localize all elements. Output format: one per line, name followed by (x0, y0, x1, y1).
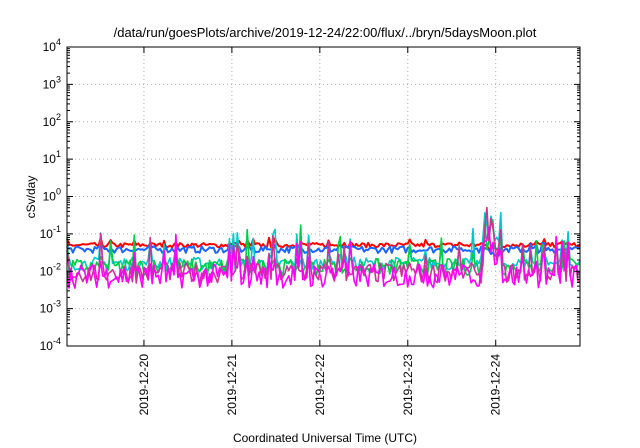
y-tick-exponent: -4 (53, 336, 61, 346)
y-tick-base: 10 (43, 190, 57, 204)
y-tick-exponent: -1 (53, 224, 61, 234)
y-tick-base: 10 (40, 264, 54, 278)
y-tick-exponent: 1 (56, 149, 61, 159)
y-tick-label: 10-1 (40, 224, 61, 241)
x-axis: 2019-12-20 2019-12-21 2019-12-22 2019-12-23… (137, 47, 503, 415)
y-tick-exponent: -3 (53, 299, 61, 309)
x-tick-label: 2019-12-20 (137, 354, 151, 416)
y-tick-base: 10 (43, 77, 57, 91)
series-line (66, 226, 581, 289)
x-tick-label: 2019-12-23 (401, 354, 415, 416)
series-group (66, 206, 581, 289)
y-tick-exponent: -2 (53, 261, 61, 271)
y-tick-exponent: 4 (56, 37, 61, 47)
grid-lines (67, 47, 580, 346)
y-tick-base: 10 (40, 227, 54, 241)
y-tick-exponent: 0 (56, 187, 61, 197)
y-axis-label: cSv/day (24, 176, 38, 219)
y-tick-label: 104 (43, 37, 61, 54)
y-tick-exponent: 3 (56, 74, 61, 84)
x-axis-label: Coordinated Universal Time (UTC) (233, 431, 417, 445)
x-tick-label: 2019-12-21 (225, 354, 239, 416)
x-tick-label: 2019-12-22 (313, 354, 327, 416)
y-tick-base: 10 (43, 152, 57, 166)
x-tick-label: 2019-12-24 (489, 354, 503, 416)
y-tick-base: 10 (40, 302, 54, 316)
y-tick-exponent: 2 (56, 112, 61, 122)
y-tick-label: 10-2 (40, 261, 61, 278)
y-tick-base: 10 (40, 339, 54, 353)
y-tick-label: 103 (43, 74, 61, 91)
y-tick-label: 101 (43, 149, 61, 166)
chart-title: /data/run/goesPlots/archive/2019-12-24/2… (114, 25, 537, 40)
y-tick-label: 10-4 (40, 336, 61, 353)
y-tick-label: 100 (43, 187, 61, 204)
y-tick-base: 10 (43, 115, 57, 129)
y-tick-base: 10 (43, 40, 57, 54)
y-tick-label: 102 (43, 112, 61, 129)
y-tick-label: 10-3 (40, 299, 61, 316)
